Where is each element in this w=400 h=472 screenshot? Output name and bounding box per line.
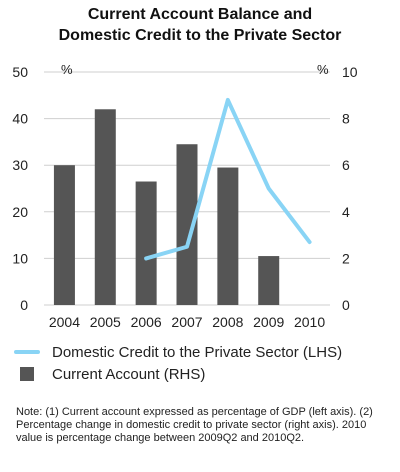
x-tick-label: 2007 bbox=[171, 314, 202, 330]
left-tick-label: 0 bbox=[20, 297, 28, 313]
chart-title: Current Account Balance and Domestic Cre… bbox=[0, 4, 400, 46]
legend: Domestic Credit to the Private Sector (L… bbox=[14, 341, 342, 385]
bar-current-account bbox=[135, 181, 157, 305]
bar-current-account bbox=[217, 167, 239, 305]
left-tick-label: 10 bbox=[12, 250, 28, 266]
right-tick-label: 2 bbox=[342, 250, 350, 266]
bar-current-account bbox=[94, 109, 116, 305]
legend-item-credit: Domestic Credit to the Private Sector (L… bbox=[14, 341, 342, 363]
legend-line-swatch bbox=[14, 350, 40, 354]
point-domestic-credit bbox=[308, 240, 312, 244]
x-tick-label: 2004 bbox=[49, 314, 80, 330]
legend-bar-swatch bbox=[20, 367, 34, 381]
left-tick-label: 30 bbox=[12, 157, 28, 173]
chart-plot: 0 0 10 2 20 4 30 6 40 8 50 10% % 2004 2005 2006 2007 2008… bbox=[12, 62, 358, 330]
right-tick-label: 8 bbox=[342, 111, 350, 127]
left-axis-unit: % bbox=[61, 62, 73, 77]
point-domestic-credit bbox=[267, 187, 271, 190]
left-tick-label: 50 bbox=[12, 64, 28, 80]
chart-note: Note: (1) Current account expressed as p… bbox=[16, 406, 373, 444]
point-domestic-credit bbox=[144, 256, 148, 260]
x-tick-label: 2006 bbox=[131, 314, 162, 330]
x-tick-label: 2010 bbox=[294, 314, 325, 330]
right-tick-label: 10 bbox=[342, 64, 358, 80]
left-tick-label: 40 bbox=[12, 111, 28, 127]
bar-current-account bbox=[53, 165, 75, 305]
right-axis-unit: % bbox=[317, 62, 329, 77]
chart-title-line-2: Domestic Credit to the Private Sector bbox=[58, 27, 342, 44]
bar-current-account bbox=[258, 256, 280, 305]
legend-item-current-account: Current Account (RHS) bbox=[14, 363, 342, 385]
x-tick-label: 2008 bbox=[212, 314, 243, 330]
bar-current-account bbox=[176, 144, 198, 305]
x-tick-label: 2005 bbox=[90, 314, 121, 330]
right-tick-label: 6 bbox=[342, 157, 350, 173]
legend-label-credit: Domestic Credit to the Private Sector (L… bbox=[52, 343, 343, 361]
right-tick-label: 4 bbox=[342, 204, 350, 220]
chart-title-line-1: Current Account Balance and bbox=[87, 6, 313, 23]
left-tick-label: 20 bbox=[12, 204, 28, 220]
point-domestic-credit bbox=[185, 245, 189, 249]
x-tick-label: 2009 bbox=[253, 314, 284, 330]
point-domestic-credit bbox=[226, 98, 230, 102]
right-tick-label: 0 bbox=[342, 297, 350, 313]
legend-label-current-account: Current Account (RHS) bbox=[52, 365, 206, 383]
